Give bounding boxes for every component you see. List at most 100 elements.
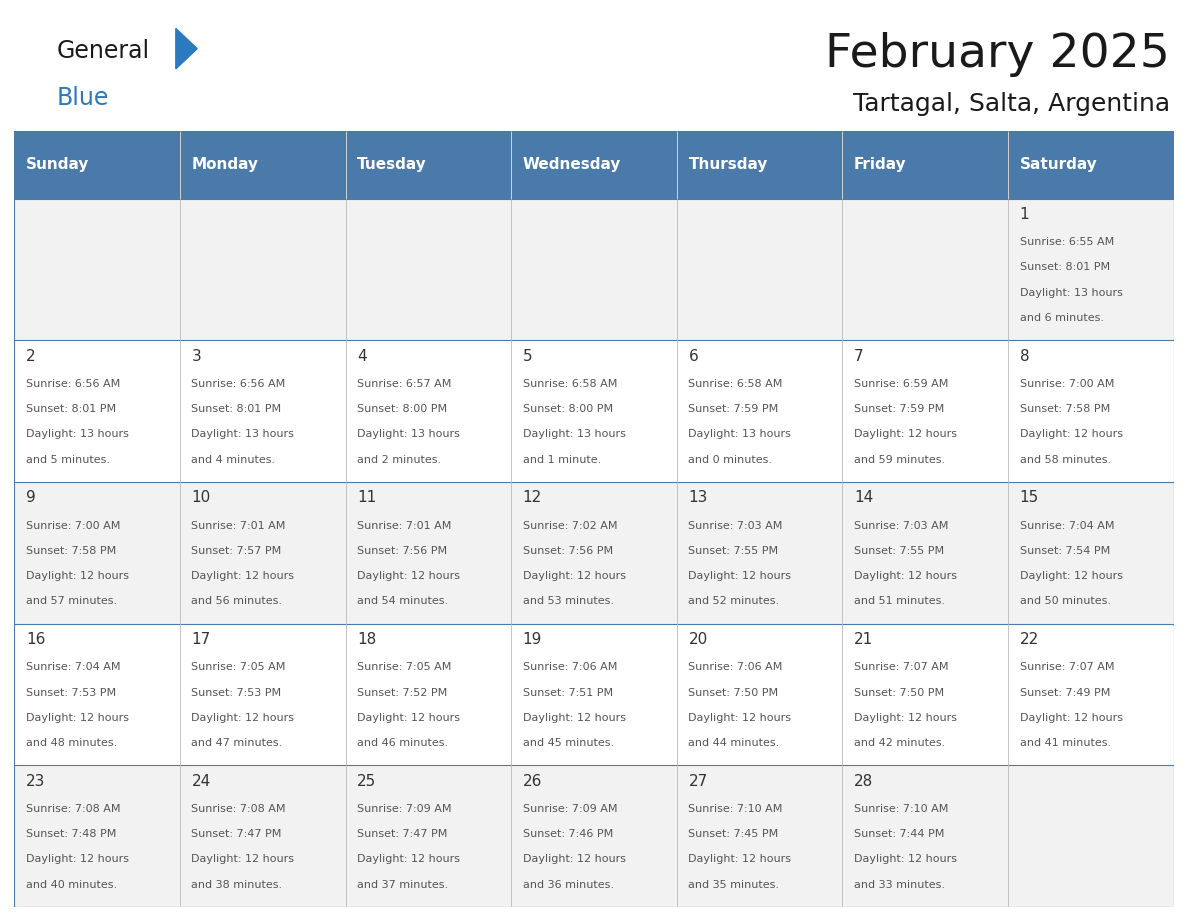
Text: Monday: Monday <box>191 157 259 173</box>
Text: Sunset: 7:47 PM: Sunset: 7:47 PM <box>191 829 282 839</box>
Bar <box>346 482 511 623</box>
Text: Friday: Friday <box>854 157 906 173</box>
Text: 6: 6 <box>688 349 699 364</box>
Bar <box>1009 341 1174 482</box>
Bar <box>14 623 179 766</box>
Bar <box>346 623 511 766</box>
Text: Sunrise: 7:10 AM: Sunrise: 7:10 AM <box>854 804 948 814</box>
Text: Sunrise: 6:56 AM: Sunrise: 6:56 AM <box>191 379 286 389</box>
Bar <box>511 623 677 766</box>
Text: Sunset: 7:56 PM: Sunset: 7:56 PM <box>523 546 613 556</box>
Text: Sunrise: 7:03 AM: Sunrise: 7:03 AM <box>854 521 948 531</box>
Text: and 47 minutes.: and 47 minutes. <box>191 738 283 748</box>
Bar <box>677 198 842 341</box>
Bar <box>179 131 346 198</box>
Bar <box>511 482 677 623</box>
Text: 4: 4 <box>358 349 367 364</box>
Text: Daylight: 12 hours: Daylight: 12 hours <box>854 430 958 440</box>
Text: 28: 28 <box>854 774 873 789</box>
Text: Daylight: 12 hours: Daylight: 12 hours <box>1019 712 1123 722</box>
Text: Daylight: 12 hours: Daylight: 12 hours <box>191 571 295 581</box>
Text: February 2025: February 2025 <box>826 32 1170 77</box>
Text: Sunset: 7:59 PM: Sunset: 7:59 PM <box>854 404 944 414</box>
Text: Daylight: 13 hours: Daylight: 13 hours <box>26 430 128 440</box>
Bar <box>842 341 1009 482</box>
Text: and 51 minutes.: and 51 minutes. <box>854 597 946 606</box>
Text: 18: 18 <box>358 632 377 647</box>
Text: and 0 minutes.: and 0 minutes. <box>688 454 772 465</box>
Text: 8: 8 <box>1019 349 1029 364</box>
Text: Daylight: 13 hours: Daylight: 13 hours <box>523 430 626 440</box>
Text: Daylight: 12 hours: Daylight: 12 hours <box>688 855 791 865</box>
Text: and 45 minutes.: and 45 minutes. <box>523 738 614 748</box>
Text: 7: 7 <box>854 349 864 364</box>
Text: Sunrise: 7:09 AM: Sunrise: 7:09 AM <box>358 804 451 814</box>
Text: Daylight: 12 hours: Daylight: 12 hours <box>688 712 791 722</box>
Text: Sunrise: 6:57 AM: Sunrise: 6:57 AM <box>358 379 451 389</box>
Bar <box>511 198 677 341</box>
Text: Sunrise: 7:01 AM: Sunrise: 7:01 AM <box>358 521 451 531</box>
Text: and 56 minutes.: and 56 minutes. <box>191 597 283 606</box>
Text: 1: 1 <box>1019 207 1029 222</box>
Text: Sunrise: 7:09 AM: Sunrise: 7:09 AM <box>523 804 618 814</box>
Text: Daylight: 12 hours: Daylight: 12 hours <box>26 855 128 865</box>
Text: Daylight: 12 hours: Daylight: 12 hours <box>1019 571 1123 581</box>
Text: and 54 minutes.: and 54 minutes. <box>358 597 448 606</box>
Text: and 48 minutes.: and 48 minutes. <box>26 738 118 748</box>
Text: 11: 11 <box>358 490 377 505</box>
Text: and 42 minutes.: and 42 minutes. <box>854 738 946 748</box>
Bar <box>1009 623 1174 766</box>
Bar <box>842 623 1009 766</box>
Text: Wednesday: Wednesday <box>523 157 621 173</box>
Text: and 1 minute.: and 1 minute. <box>523 454 601 465</box>
Bar <box>1009 482 1174 623</box>
Bar <box>346 198 511 341</box>
Text: Sunrise: 7:08 AM: Sunrise: 7:08 AM <box>26 804 120 814</box>
Bar <box>677 482 842 623</box>
Text: and 6 minutes.: and 6 minutes. <box>1019 313 1104 323</box>
Text: Sunset: 8:00 PM: Sunset: 8:00 PM <box>358 404 447 414</box>
Text: Sunset: 8:01 PM: Sunset: 8:01 PM <box>191 404 282 414</box>
Text: Sunrise: 7:10 AM: Sunrise: 7:10 AM <box>688 804 783 814</box>
Text: Sunrise: 7:02 AM: Sunrise: 7:02 AM <box>523 521 618 531</box>
Text: and 36 minutes.: and 36 minutes. <box>523 879 614 890</box>
Text: 17: 17 <box>191 632 210 647</box>
Text: Sunset: 7:58 PM: Sunset: 7:58 PM <box>26 546 116 556</box>
Text: Daylight: 13 hours: Daylight: 13 hours <box>358 430 460 440</box>
Text: Sunset: 7:52 PM: Sunset: 7:52 PM <box>358 688 448 698</box>
Text: Sunset: 7:59 PM: Sunset: 7:59 PM <box>688 404 778 414</box>
Text: Daylight: 12 hours: Daylight: 12 hours <box>854 855 958 865</box>
Bar <box>842 482 1009 623</box>
Bar <box>842 131 1009 198</box>
Text: 2: 2 <box>26 349 36 364</box>
Bar <box>14 482 179 623</box>
Bar <box>179 623 346 766</box>
Bar <box>346 341 511 482</box>
Bar <box>346 766 511 907</box>
Bar <box>179 341 346 482</box>
Text: Sunrise: 6:56 AM: Sunrise: 6:56 AM <box>26 379 120 389</box>
Text: Sunrise: 7:05 AM: Sunrise: 7:05 AM <box>358 663 451 672</box>
Text: Sunset: 7:49 PM: Sunset: 7:49 PM <box>1019 688 1110 698</box>
Bar <box>1009 131 1174 198</box>
Text: Tartagal, Salta, Argentina: Tartagal, Salta, Argentina <box>853 92 1170 116</box>
Text: and 58 minutes.: and 58 minutes. <box>1019 454 1111 465</box>
Text: 14: 14 <box>854 490 873 505</box>
Text: 24: 24 <box>191 774 210 789</box>
Text: and 2 minutes.: and 2 minutes. <box>358 454 441 465</box>
Bar <box>14 766 179 907</box>
Text: Sunday: Sunday <box>26 157 89 173</box>
Text: 19: 19 <box>523 632 542 647</box>
Text: Sunset: 7:54 PM: Sunset: 7:54 PM <box>1019 546 1110 556</box>
Text: Sunrise: 6:58 AM: Sunrise: 6:58 AM <box>523 379 617 389</box>
Text: Daylight: 12 hours: Daylight: 12 hours <box>523 571 626 581</box>
Text: Daylight: 12 hours: Daylight: 12 hours <box>191 855 295 865</box>
Text: 26: 26 <box>523 774 542 789</box>
Bar <box>677 766 842 907</box>
Text: Sunset: 7:55 PM: Sunset: 7:55 PM <box>688 546 778 556</box>
Bar <box>14 198 179 341</box>
Bar <box>1009 198 1174 341</box>
Text: Sunset: 7:57 PM: Sunset: 7:57 PM <box>191 546 282 556</box>
Bar <box>179 198 346 341</box>
Text: Sunrise: 7:00 AM: Sunrise: 7:00 AM <box>26 521 120 531</box>
